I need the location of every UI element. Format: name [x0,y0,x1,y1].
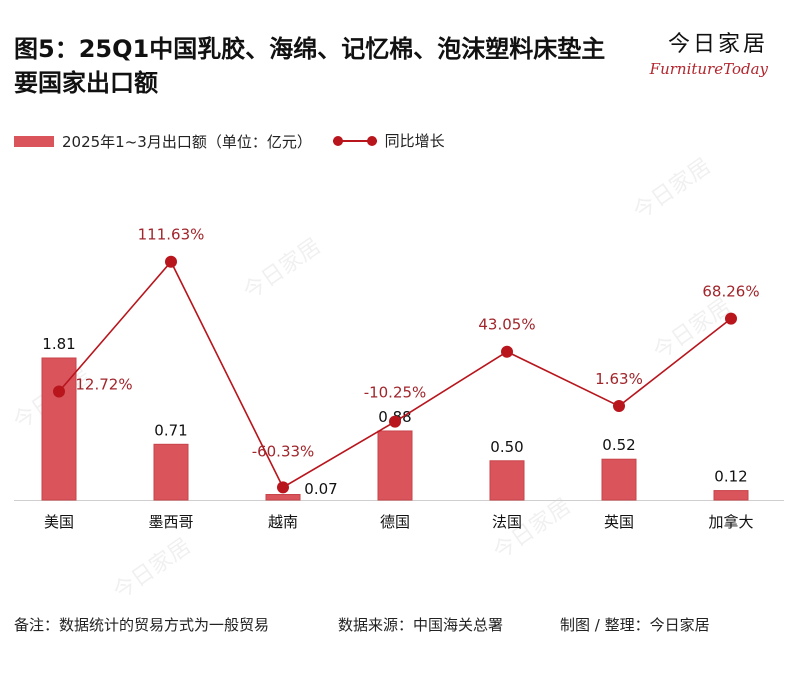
chart-legend: 2025年1~3月出口额（单位：亿元） 同比增长 [14,130,461,152]
bar-2 [265,494,301,501]
watermark: 今日家居 [109,534,195,605]
growth-point [165,255,177,268]
x-tick-label: 德国 [380,513,410,531]
bar-value-label: 0.71 [154,421,187,439]
bar-value-label: 0.12 [714,468,747,486]
watermark: 今日家居 [239,234,325,305]
growth-value-label: 1.63% [595,370,643,388]
brand-name-en: FurnitureToday [649,60,768,78]
growth-point [613,400,625,413]
growth-point [725,312,737,325]
footer-source: 数据来源：中国海关总署 [338,616,504,634]
growth-value-label: -10.25% [364,384,427,402]
x-tick-label: 加拿大 [708,513,753,531]
legend-bar-label: 2025年1~3月出口额（单位：亿元） [62,132,312,151]
growth-value-label: -60.33% [252,442,315,460]
x-tick-label: 法国 [492,513,522,531]
x-tick-label: 墨西哥 [148,513,193,531]
growth-point [501,345,513,358]
growth-point [277,481,289,494]
legend-item-bar: 2025年1~3月出口额（单位：亿元） [14,131,312,152]
growth-value-label: 43.05% [478,316,535,334]
chart-title: 图5：25Q1中国乳胶、海绵、记忆棉、泡沫塑料床垫主要国家出口额 [14,35,606,97]
brand-name-cn: 今日家居 [667,32,768,57]
x-tick-label: 越南 [268,513,298,531]
bar-value-label: 1.81 [42,335,75,353]
legend-line-label: 同比增长 [384,132,445,150]
legend-bar-swatch [14,135,54,147]
bar-value-label: 0.07 [304,480,337,498]
bar-value-label: 0.50 [490,438,523,456]
bar-1 [153,443,189,501]
footer-note: 备注：数据统计的贸易方式为一般贸易 [14,616,270,634]
growth-point [53,385,65,398]
footer-credit: 制图 / 整理：今日家居 [560,616,710,634]
watermark: 今日家居 [629,154,715,225]
bar-6 [713,490,749,501]
bar-5 [601,458,637,501]
bar-3 [377,430,413,501]
watermark: 今日家居 [649,294,735,365]
legend-line-swatch [332,135,377,147]
bar-0 [41,357,77,501]
bar-value-label: 0.52 [602,436,635,454]
growth-value-label: 12.72% [75,376,132,394]
growth-value-label: 68.26% [702,283,759,301]
bar-4 [489,460,525,501]
growth-value-label: 111.63% [138,226,205,244]
x-tick-label: 英国 [604,513,634,531]
brand-logo: 今日家居 FurnitureToday [650,30,768,78]
x-tick-label: 美国 [44,513,74,531]
legend-item-line: 同比增长 [332,130,445,151]
growth-point [389,415,401,428]
